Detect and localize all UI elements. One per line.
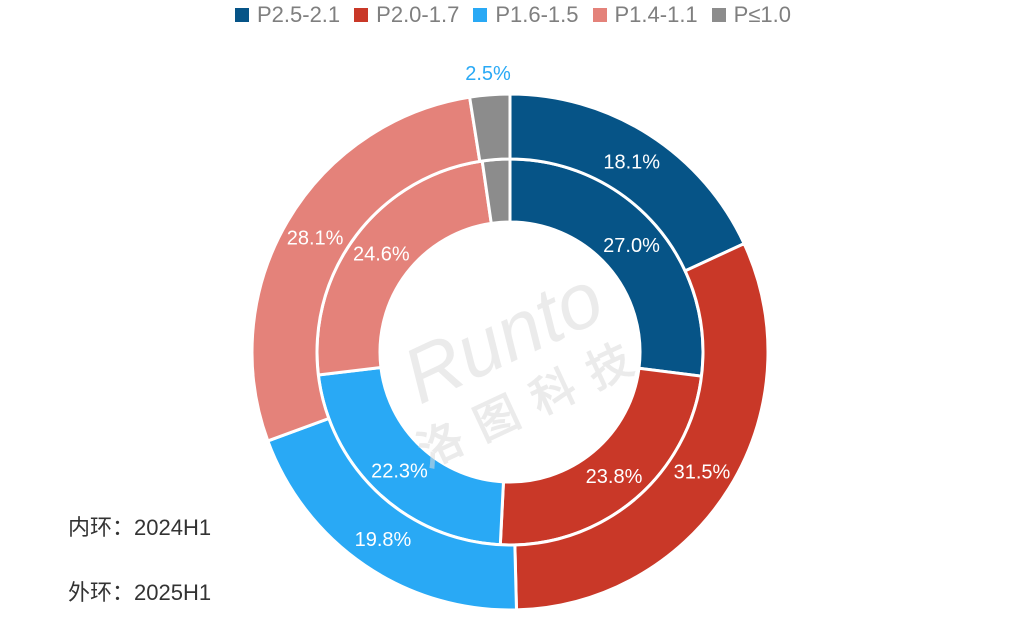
outer-data-label: 2.5% — [465, 63, 511, 85]
legend-item[interactable]: P2.5-2.1 — [234, 2, 341, 28]
legend-swatch — [711, 8, 726, 22]
legend-item[interactable]: P1.6-1.5 — [473, 2, 579, 28]
legend-label: P≤1.0 — [733, 2, 792, 27]
legend-label: P1.4-1.1 — [614, 2, 698, 27]
outer-slice-1[interactable] — [513, 241, 770, 612]
legend-label: P2.5-2.1 — [256, 2, 341, 27]
legend-item[interactable]: P1.4-1.1 — [592, 2, 698, 28]
legend-swatch — [473, 8, 488, 22]
outer-slice-4[interactable] — [467, 92, 512, 164]
outer-slice-3[interactable] — [250, 95, 482, 443]
inner-ring-note: 内环：2024H1 — [68, 515, 212, 540]
inner-data-label: 22.3% — [371, 460, 428, 482]
legend-item[interactable]: P≤1.0 — [711, 2, 792, 28]
outer-data-label: 18.1% — [603, 152, 660, 174]
legend-swatch — [354, 8, 369, 22]
inner-data-label: 27.0% — [603, 235, 660, 257]
legend-label: P1.6-1.5 — [495, 2, 579, 27]
legend-item[interactable]: P2.0-1.7 — [354, 2, 459, 28]
legend-swatch — [234, 8, 249, 22]
outer-data-label: 19.8% — [355, 529, 412, 551]
outer-data-label: 28.1% — [287, 228, 344, 250]
outer-ring-note: 外环：2025H1 — [68, 580, 212, 605]
legend-label: P2.0-1.7 — [376, 2, 460, 27]
legend-swatch — [592, 8, 607, 22]
outer-data-label: 31.5% — [674, 461, 731, 483]
inner-data-label: 24.6% — [353, 244, 410, 266]
legend: P2.5-2.1 P2.0-1.7 P1.6-1.5 P1.4-1.1 P≤1.0 — [0, 2, 1026, 28]
inner-data-label: 23.8% — [586, 466, 643, 488]
